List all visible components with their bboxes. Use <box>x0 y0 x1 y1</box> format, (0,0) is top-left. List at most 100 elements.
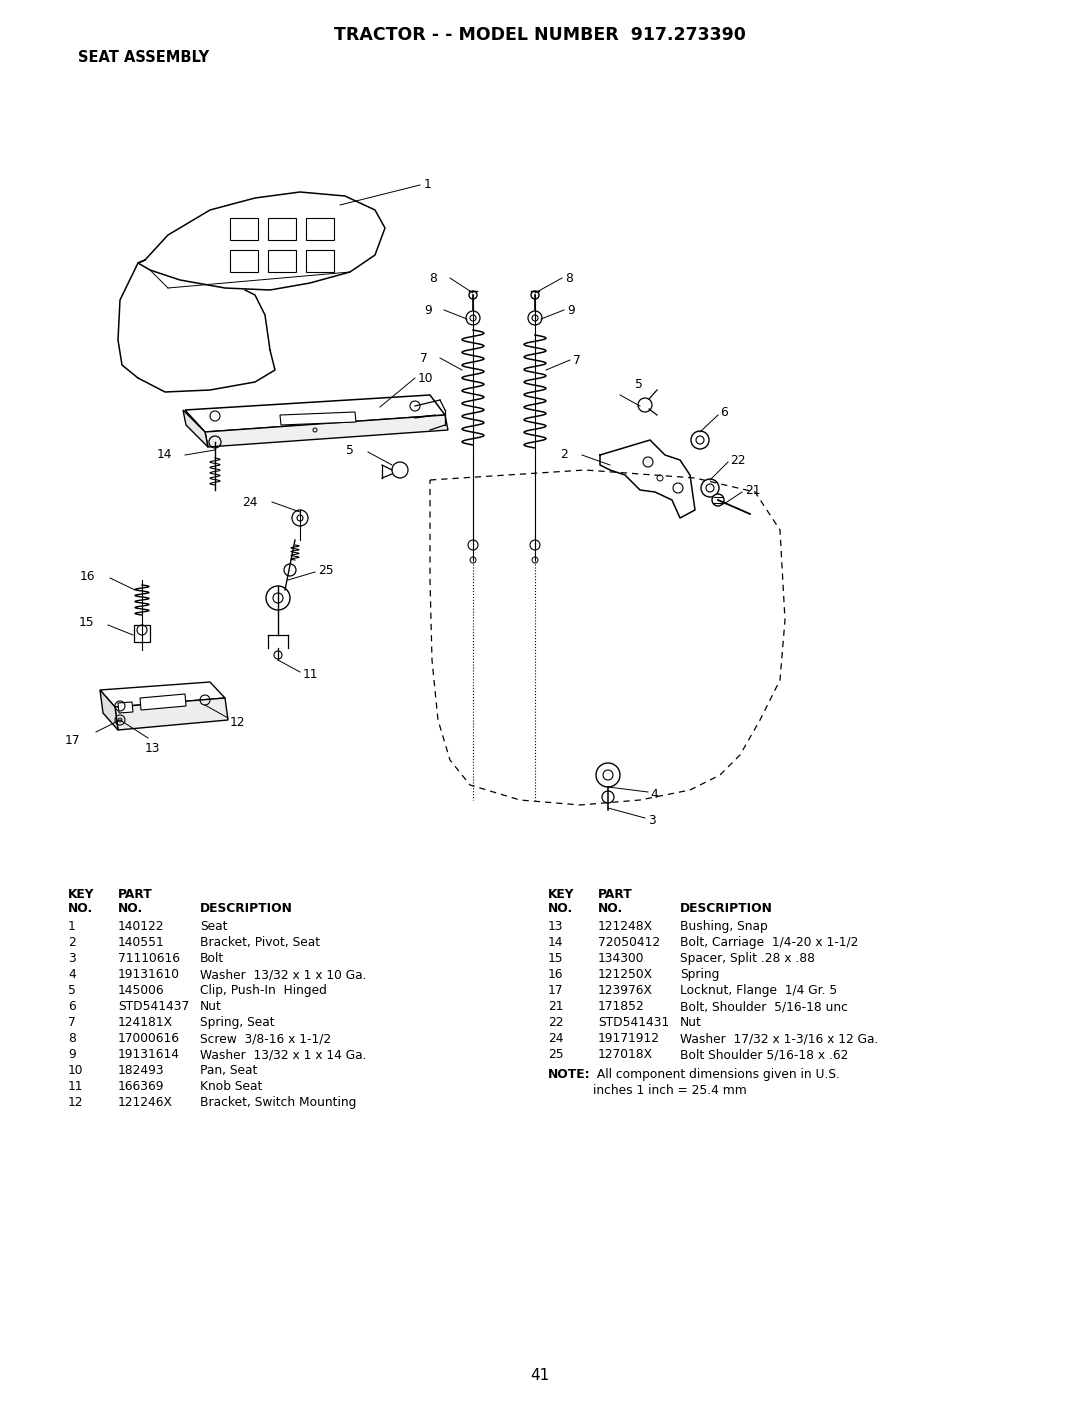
Text: 21: 21 <box>745 484 760 497</box>
Text: 127018X: 127018X <box>598 1048 653 1061</box>
Text: Pan, Seat: Pan, Seat <box>200 1063 257 1078</box>
Text: 17: 17 <box>65 734 80 746</box>
Text: 4: 4 <box>68 968 76 981</box>
Text: Spacer, Split .28 x .88: Spacer, Split .28 x .88 <box>680 953 815 965</box>
Text: 22: 22 <box>548 1016 564 1028</box>
Text: 166369: 166369 <box>118 1080 164 1093</box>
Text: 25: 25 <box>318 564 334 577</box>
Polygon shape <box>114 699 228 730</box>
Text: STD541437: STD541437 <box>118 1000 189 1013</box>
Text: 13: 13 <box>548 920 564 933</box>
Text: 5: 5 <box>346 443 354 456</box>
Text: Nut: Nut <box>680 1016 702 1028</box>
Text: 17000616: 17000616 <box>118 1033 180 1045</box>
Text: 2: 2 <box>68 936 76 948</box>
Text: 1: 1 <box>424 178 432 191</box>
Text: Seat: Seat <box>200 920 228 933</box>
Text: Bracket, Pivot, Seat: Bracket, Pivot, Seat <box>200 936 320 948</box>
Text: Bolt: Bolt <box>200 953 225 965</box>
Text: 17: 17 <box>548 984 564 998</box>
Text: 21: 21 <box>548 1000 564 1013</box>
Text: 7: 7 <box>420 352 428 365</box>
Text: 16: 16 <box>80 570 95 582</box>
Text: 14: 14 <box>548 936 564 948</box>
Text: 19131614: 19131614 <box>118 1048 180 1061</box>
Text: 134300: 134300 <box>598 953 645 965</box>
Text: Nut: Nut <box>200 1000 221 1013</box>
Text: Bolt, Shoulder  5/16-18 unc: Bolt, Shoulder 5/16-18 unc <box>680 1000 848 1013</box>
Text: 1: 1 <box>68 920 76 933</box>
Polygon shape <box>100 690 118 730</box>
Text: 4: 4 <box>650 788 658 801</box>
Polygon shape <box>185 396 445 432</box>
Circle shape <box>602 791 615 803</box>
Text: DESCRIPTION: DESCRIPTION <box>200 902 293 915</box>
Text: Bracket, Switch Mounting: Bracket, Switch Mounting <box>200 1096 356 1108</box>
Text: 140551: 140551 <box>118 936 165 948</box>
Text: NO.: NO. <box>118 902 144 915</box>
Text: 41: 41 <box>530 1368 550 1382</box>
Text: inches 1 inch = 25.4 mm: inches 1 inch = 25.4 mm <box>593 1085 746 1097</box>
Text: 11: 11 <box>303 668 319 682</box>
Text: 19131610: 19131610 <box>118 968 180 981</box>
Text: 3: 3 <box>68 953 76 965</box>
Polygon shape <box>280 412 356 425</box>
Text: 7: 7 <box>573 354 581 366</box>
Text: 121248X: 121248X <box>598 920 653 933</box>
Text: 24: 24 <box>548 1033 564 1045</box>
Text: PART: PART <box>598 888 633 901</box>
Text: 71110616: 71110616 <box>118 953 180 965</box>
Text: 7: 7 <box>68 1016 76 1028</box>
Text: 12: 12 <box>68 1096 83 1108</box>
Circle shape <box>531 290 539 299</box>
Text: Spring, Seat: Spring, Seat <box>200 1016 274 1028</box>
Text: 140122: 140122 <box>118 920 164 933</box>
Text: 8: 8 <box>565 272 572 285</box>
Text: 9: 9 <box>68 1048 76 1061</box>
Polygon shape <box>100 682 225 707</box>
Text: 145006: 145006 <box>118 984 164 998</box>
Text: Locknut, Flange  1/4 Gr. 5: Locknut, Flange 1/4 Gr. 5 <box>680 984 837 998</box>
Text: 9: 9 <box>424 303 432 317</box>
Text: 15: 15 <box>79 616 94 630</box>
Text: 11: 11 <box>68 1080 83 1093</box>
Circle shape <box>712 494 724 506</box>
Text: 19171912: 19171912 <box>598 1033 660 1045</box>
Text: 121250X: 121250X <box>598 968 653 981</box>
Text: KEY: KEY <box>548 888 575 901</box>
Circle shape <box>469 290 477 299</box>
Text: 5: 5 <box>635 379 643 391</box>
Text: 2: 2 <box>561 449 568 462</box>
Text: 5: 5 <box>68 984 76 998</box>
Text: 16: 16 <box>548 968 564 981</box>
Text: 10: 10 <box>418 372 433 384</box>
Text: 121246X: 121246X <box>118 1096 173 1108</box>
Text: All component dimensions given in U.S.: All component dimensions given in U.S. <box>593 1068 840 1080</box>
Text: 24: 24 <box>243 495 258 508</box>
Text: Bolt, Carriage  1/4-20 x 1-1/2: Bolt, Carriage 1/4-20 x 1-1/2 <box>680 936 859 948</box>
Text: 171852: 171852 <box>598 1000 645 1013</box>
Text: 8: 8 <box>68 1033 76 1045</box>
Text: 25: 25 <box>548 1048 564 1061</box>
Text: 9: 9 <box>567 303 575 317</box>
Polygon shape <box>134 624 150 643</box>
Text: 13: 13 <box>145 742 161 755</box>
Text: NO.: NO. <box>68 902 93 915</box>
Text: Washer  17/32 x 1-3/16 x 12 Ga.: Washer 17/32 x 1-3/16 x 12 Ga. <box>680 1033 878 1045</box>
Text: 123976X: 123976X <box>598 984 653 998</box>
Text: 6: 6 <box>720 405 728 418</box>
Text: Spring: Spring <box>680 968 719 981</box>
Text: SEAT ASSEMBLY: SEAT ASSEMBLY <box>78 51 210 66</box>
Text: 15: 15 <box>548 953 564 965</box>
Text: KEY: KEY <box>68 888 95 901</box>
Text: Washer  13/32 x 1 x 10 Ga.: Washer 13/32 x 1 x 10 Ga. <box>200 968 366 981</box>
Text: 182493: 182493 <box>118 1063 164 1078</box>
Polygon shape <box>118 702 133 713</box>
Text: PART: PART <box>118 888 152 901</box>
Text: 124181X: 124181X <box>118 1016 173 1028</box>
Text: 14: 14 <box>157 449 172 462</box>
Text: Washer  13/32 x 1 x 14 Ga.: Washer 13/32 x 1 x 14 Ga. <box>200 1048 366 1061</box>
Text: 8: 8 <box>429 272 437 285</box>
Text: 3: 3 <box>648 814 656 826</box>
Text: 12: 12 <box>230 716 245 728</box>
